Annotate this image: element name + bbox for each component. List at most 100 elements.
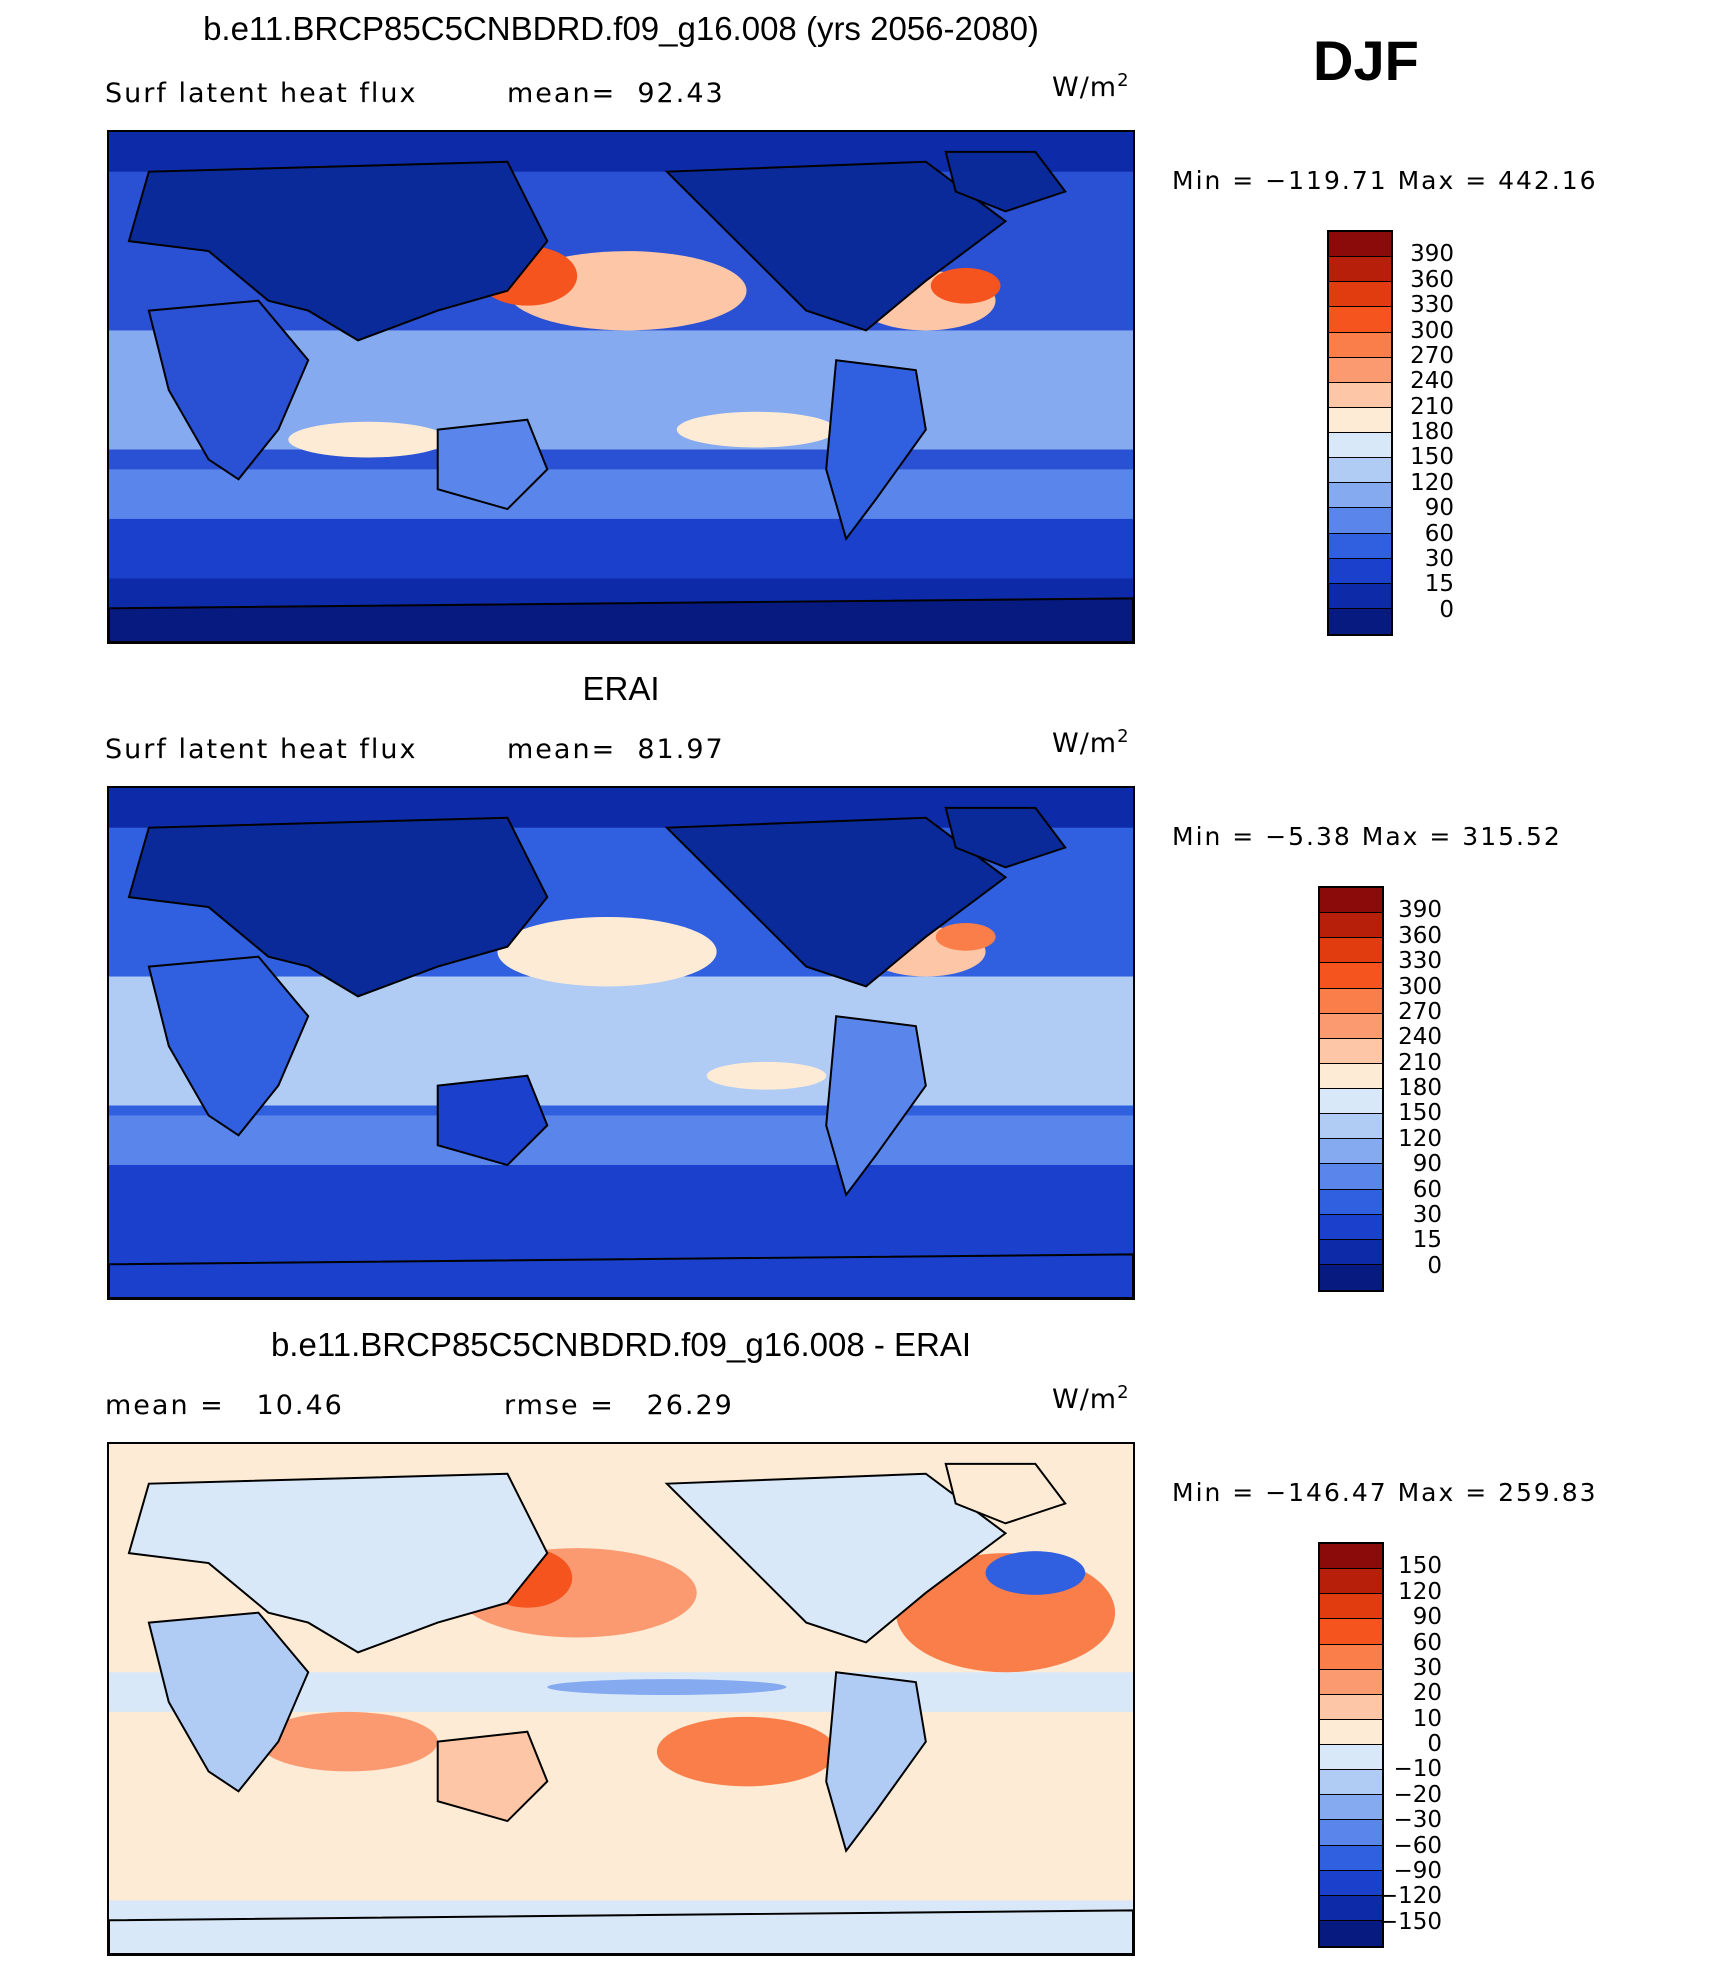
- colorbar-tick-label: 30: [1412, 1654, 1442, 1681]
- colorbar-segment: [1329, 282, 1391, 308]
- panel-3-mean-label: mean = 10.46: [105, 1390, 344, 1421]
- panel-3-colorbar: [1318, 1542, 1384, 1948]
- north-america-land: [664, 160, 1008, 332]
- colorbar-segment: [1329, 483, 1391, 509]
- africa-land: [147, 299, 310, 481]
- colorbar-segment: [1329, 433, 1391, 459]
- panel-2-units: W/m2: [1052, 726, 1130, 759]
- greenland-land: [944, 806, 1067, 869]
- colorbar-tick-label: 60: [1412, 1176, 1442, 1203]
- panel-3-rmse-key: rmse =: [504, 1390, 615, 1421]
- panel-3-units-exponent: 2: [1117, 1382, 1130, 1403]
- panel-1-units-base: W/m: [1052, 72, 1118, 103]
- colorbar-segment: [1320, 1820, 1382, 1846]
- north-america-land: [664, 816, 1008, 988]
- panel-1-colorbar: [1327, 230, 1393, 636]
- eurasia-land: [127, 1472, 549, 1654]
- colorbar-segment: [1320, 1013, 1382, 1039]
- panel-1-mean-value: 92.43: [637, 78, 725, 109]
- greenland-land: [944, 1462, 1067, 1525]
- colorbar-segment: [1329, 382, 1391, 408]
- colorbar-tick-label: −20: [1393, 1781, 1442, 1808]
- colorbar-segment: [1329, 357, 1391, 383]
- season-label: DJF: [1313, 29, 1419, 92]
- colorbar-segment: [1320, 1164, 1382, 1190]
- colorbar-tick-label: 0: [1427, 1252, 1442, 1279]
- gulf-stream-hotspot: [935, 922, 996, 951]
- colorbar-tick-label: 300: [1398, 973, 1442, 1000]
- antarctica-land: [109, 1909, 1133, 1954]
- colorbar-segment: [1329, 332, 1391, 358]
- colorbar-tick-label: 240: [1398, 1024, 1442, 1051]
- labrador-negative: [985, 1551, 1086, 1595]
- colorbar-segment: [1320, 1214, 1382, 1240]
- panel-3-rmse-value: 26.29: [646, 1390, 734, 1421]
- panel-2-mean-value: 81.97: [637, 734, 725, 765]
- panel-3-rmse-label: rmse = 26.29: [504, 1390, 734, 1421]
- colorbar-tick-label: 360: [1410, 266, 1454, 293]
- south-pacific-warm: [676, 411, 837, 448]
- africa-land: [147, 1611, 310, 1793]
- southern-ocean-band: [109, 518, 1133, 579]
- colorbar-tick-label: 0: [1439, 596, 1454, 623]
- colorbar-segment: [1320, 1694, 1382, 1720]
- panel-1-units-exponent: 2: [1117, 70, 1130, 91]
- panel-1-map-svg: [109, 132, 1133, 642]
- colorbar-tick-label: −60: [1393, 1832, 1442, 1859]
- colorbar-segment: [1320, 1770, 1382, 1796]
- colorbar-segment: [1329, 508, 1391, 534]
- southern-ocean-band: [109, 1165, 1133, 1235]
- southern-midlat-band: [109, 469, 1133, 519]
- colorbar-segment: [1320, 1920, 1382, 1946]
- gulf-stream-hotspot: [930, 267, 1001, 304]
- colorbar-tick-label: 180: [1410, 419, 1454, 445]
- panel-3-map: [107, 1442, 1135, 1956]
- south-america-land: [825, 1671, 927, 1854]
- colorbar-tick-label: 330: [1398, 948, 1442, 975]
- colorbar-segment: [1329, 307, 1391, 333]
- colorbar-tick-label: 20: [1412, 1680, 1442, 1707]
- panel-2-map: [107, 786, 1135, 1300]
- colorbar-tick-label: 120: [1398, 1578, 1442, 1605]
- colorbar-tick-label: 270: [1398, 998, 1442, 1025]
- equatorial-pacific-negative: [547, 1679, 787, 1696]
- colorbar-segment: [1320, 1264, 1382, 1290]
- panel-1-title: b.e11.BRCP85C5CNBDRD.f09_g16.008 (yrs 20…: [203, 10, 1039, 47]
- colorbar-tick-label: 210: [1398, 1049, 1442, 1076]
- colorbar-segment: [1320, 1189, 1382, 1215]
- colorbar-segment: [1329, 608, 1391, 634]
- colorbar-segment: [1320, 1845, 1382, 1871]
- colorbar-tick-label: 300: [1410, 317, 1454, 344]
- colorbar-tick-label: 0: [1427, 1731, 1442, 1757]
- colorbar-segment: [1320, 1669, 1382, 1695]
- colorbar-segment: [1320, 938, 1382, 964]
- colorbar-tick-label: 120: [1410, 469, 1454, 496]
- colorbar-tick-label: 10: [1412, 1705, 1442, 1732]
- colorbar-segment: [1320, 1795, 1382, 1821]
- indian-ocean-warm: [288, 421, 448, 458]
- colorbar-segment: [1320, 1870, 1382, 1896]
- colorbar-tick-label: 180: [1398, 1075, 1442, 1101]
- colorbar-segment: [1320, 988, 1382, 1014]
- panel-3-title: b.e11.BRCP85C5CNBDRD.f09_g16.008 - ERAI: [270, 1326, 972, 1363]
- colorbar-segment: [1320, 1594, 1382, 1620]
- panel-3-mean-value: 10.46: [256, 1390, 344, 1421]
- africa-land: [147, 955, 310, 1137]
- panel-2-title: ERAI: [582, 670, 660, 707]
- colorbar-segment: [1320, 963, 1382, 989]
- eurasia-land: [127, 816, 549, 998]
- panel-1-mean-key: mean=: [507, 78, 617, 109]
- australia-land: [436, 1074, 549, 1167]
- south-america-land: [825, 1015, 927, 1198]
- eurasia-land: [127, 160, 549, 342]
- colorbar-segment: [1320, 888, 1382, 914]
- colorbar-segment: [1329, 558, 1391, 584]
- colorbar-segment: [1320, 1619, 1382, 1645]
- panel-1-units: W/m2: [1052, 70, 1130, 103]
- antarctica-land: [109, 1253, 1133, 1298]
- panel-1-variable-label: Surf latent heat flux: [105, 78, 418, 109]
- panel-1-mean-label: mean= 92.43: [507, 78, 725, 109]
- panel-1-map: [107, 130, 1135, 644]
- panel-1-minmax: Min = −119.71 Max = 442.16: [1172, 166, 1598, 195]
- colorbar-segment: [1329, 232, 1391, 258]
